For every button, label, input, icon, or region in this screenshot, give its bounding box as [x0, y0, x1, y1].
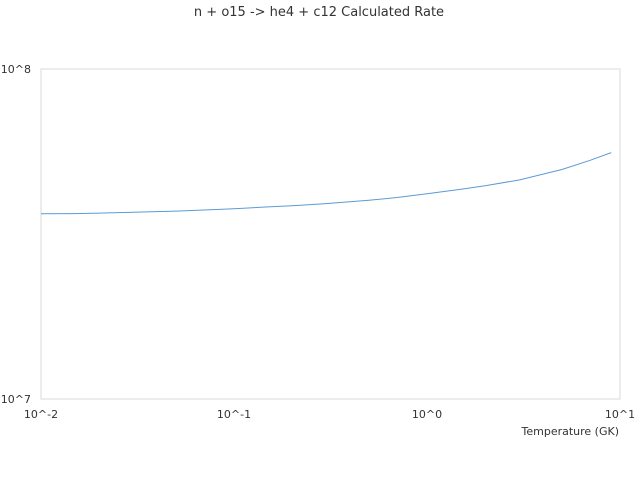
plot-area-border — [40, 68, 621, 400]
y-tick-label: 10^8 — [1, 63, 31, 76]
x-tick-label: 10^1 — [605, 408, 635, 421]
x-axis-ticks: 10^-2 10^-1 10^0 10^1 — [24, 408, 635, 421]
chart-title: n + o15 -> he4 + c12 Calculated Rate — [194, 5, 444, 20]
x-tick-label: 10^-1 — [217, 408, 251, 421]
x-tick-label: 10^-2 — [24, 408, 58, 421]
y-tick-label: 10^7 — [1, 393, 31, 406]
y-axis-ticks: 10^7 10^8 — [1, 63, 31, 406]
series-line — [40, 152, 612, 215]
x-axis-label: Temperature (GK) — [521, 425, 620, 438]
x-tick-label: 10^0 — [412, 408, 442, 421]
